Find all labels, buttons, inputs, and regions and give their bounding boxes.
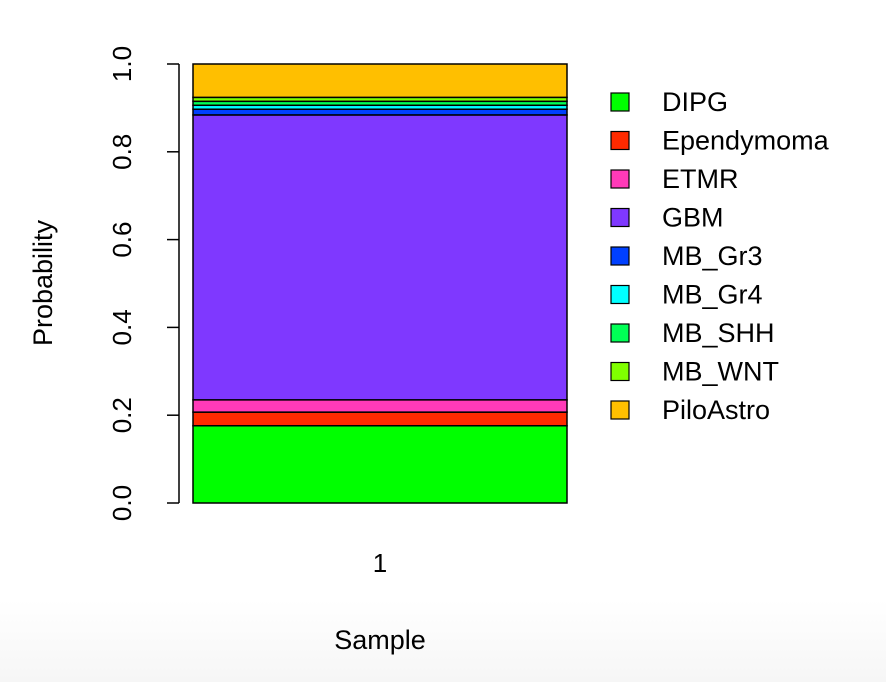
legend-label: MB_SHH xyxy=(662,318,775,348)
legend-label: ETMR xyxy=(662,164,739,194)
x-axis: 1 xyxy=(373,548,387,578)
legend-label: MB_WNT xyxy=(662,357,779,387)
y-tick-label: 0.8 xyxy=(107,134,137,170)
legend-swatch xyxy=(610,169,630,189)
legend-swatch xyxy=(610,400,630,420)
bar-segment-gbm xyxy=(192,114,568,401)
y-tick-label: 0.6 xyxy=(107,222,137,258)
y-tick-label: 1.0 xyxy=(107,46,137,82)
bar-segment-dipg xyxy=(192,424,568,504)
legend-swatch xyxy=(610,130,630,151)
bar-segment-mb-gr3 xyxy=(192,108,568,116)
legend: DIPG Ependymoma ETMR GBM MB_Gr3 MB_Gr4 MB_SHH M… xyxy=(610,87,830,425)
y-tick-label: 0.0 xyxy=(107,485,137,521)
bar-segment-piloastro xyxy=(192,63,568,99)
legend-swatch xyxy=(610,323,630,343)
y-axis: 0.0 0.2 0.4 0.6 0.8 1.0 xyxy=(107,46,180,521)
bar-segment-etmr xyxy=(192,399,568,413)
legend-label: MB_Gr4 xyxy=(662,280,763,310)
x-axis-label: Sample xyxy=(334,625,426,655)
legend-label: PiloAstro xyxy=(662,395,770,425)
legend-swatch xyxy=(610,207,630,228)
legend-label: MB_Gr3 xyxy=(662,241,763,271)
y-tick-label: 0.4 xyxy=(107,309,137,345)
legend-swatch xyxy=(610,246,630,266)
legend-label: GBM xyxy=(662,203,724,233)
legend-label: Ependymoma xyxy=(662,126,830,156)
y-tick-label: 0.2 xyxy=(107,397,137,433)
legend-swatch xyxy=(610,361,630,382)
x-tick-label: 1 xyxy=(373,548,387,578)
bar-segment-ependymoma xyxy=(192,411,568,427)
legend-swatch xyxy=(610,92,630,112)
y-axis-label: Probability xyxy=(28,219,58,346)
legend-swatch xyxy=(610,284,630,305)
legend-label: DIPG xyxy=(662,87,728,117)
bar-stack xyxy=(192,63,568,504)
